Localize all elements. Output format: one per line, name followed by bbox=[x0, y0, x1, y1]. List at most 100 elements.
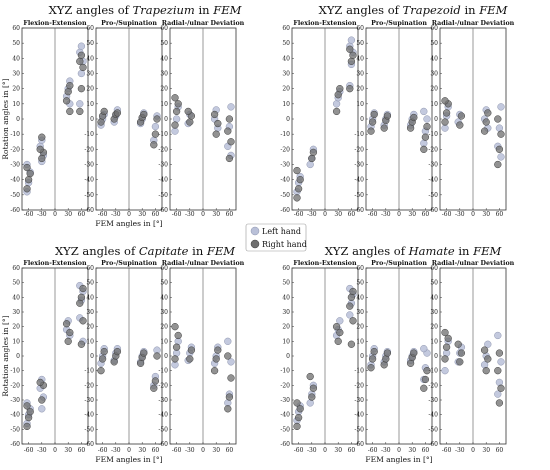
point-right-hand bbox=[23, 185, 31, 193]
y-tick-label: -60 bbox=[84, 207, 94, 214]
point-right-hand bbox=[457, 112, 466, 120]
y-tick-label: 30 bbox=[86, 71, 94, 78]
y-tick-label: 40 bbox=[430, 55, 438, 62]
y-tick-label: -20 bbox=[428, 146, 438, 153]
point-right-hand bbox=[23, 402, 31, 410]
x-tick-label: -30 bbox=[307, 447, 317, 454]
point-right-hand bbox=[347, 57, 356, 66]
x-tick-label: -60 bbox=[442, 447, 452, 454]
x-tick-label: 30 bbox=[212, 211, 220, 218]
y-tick-label: -30 bbox=[428, 162, 438, 169]
panel-title: Pro-/Supination bbox=[371, 20, 427, 27]
point-left-hand bbox=[420, 345, 428, 353]
point-right-hand bbox=[454, 340, 462, 348]
y-tick-label: 0 bbox=[16, 353, 20, 360]
y-tick-label: -10 bbox=[280, 368, 290, 375]
x-tick-label: 60 bbox=[422, 211, 430, 218]
x-tick-label: 0 bbox=[201, 211, 205, 218]
x-axis-label: FEM angles in [°] bbox=[365, 455, 432, 464]
x-tick-label: 60 bbox=[348, 447, 356, 454]
point-right-hand bbox=[186, 118, 194, 126]
point-right-hand bbox=[225, 154, 234, 163]
point-right-hand bbox=[296, 176, 304, 184]
y-tick-label: 50 bbox=[86, 40, 94, 47]
point-left-hand bbox=[306, 160, 314, 169]
y-tick-label: 60 bbox=[160, 265, 168, 272]
y-tick-label: 10 bbox=[356, 101, 364, 108]
point-right-hand bbox=[64, 88, 72, 96]
point-left-hand bbox=[332, 100, 341, 108]
title-model: FEM bbox=[212, 3, 242, 17]
point-right-hand bbox=[140, 349, 148, 357]
x-tick-label: -30 bbox=[185, 211, 195, 218]
y-tick-label: -60 bbox=[280, 207, 290, 214]
point-right-hand bbox=[441, 118, 449, 126]
panel-radial-ulnar-deviation: Radial-/ulnar Deviation -60 -50 -40 -30 -20 -1… bbox=[428, 20, 514, 218]
point-left-hand bbox=[423, 115, 431, 123]
point-right-hand bbox=[224, 127, 232, 135]
point-left-hand bbox=[497, 153, 505, 161]
point-right-hand bbox=[494, 115, 502, 123]
point-right-hand bbox=[480, 346, 489, 354]
point-right-hand bbox=[349, 287, 357, 296]
y-tick-label: 50 bbox=[160, 280, 168, 287]
point-right-hand bbox=[309, 148, 318, 157]
y-tick-label: 50 bbox=[430, 40, 438, 47]
y-tick-label: -60 bbox=[158, 207, 168, 214]
y-tick-label: -10 bbox=[428, 131, 438, 138]
point-left-hand bbox=[77, 69, 86, 78]
point-right-hand bbox=[336, 85, 344, 93]
y-tick-label: 60 bbox=[160, 25, 168, 32]
x-tick-label: -60 bbox=[294, 447, 304, 454]
title-prefix: XYZ angles of bbox=[325, 244, 409, 258]
y-tick-label: -50 bbox=[280, 426, 290, 433]
title-prefix: XYZ angles of bbox=[55, 244, 139, 258]
panel-flexion-extension: Flexion-Extension -60 -50 -40 -30 -20 -10 0 10 20… bbox=[10, 260, 89, 454]
y-tick-label: -10 bbox=[84, 131, 94, 138]
point-left-hand bbox=[77, 42, 86, 50]
point-left-hand bbox=[224, 337, 232, 345]
y-tick-label: 40 bbox=[356, 294, 364, 301]
panel-title: Radial-/ulnar Deviation bbox=[432, 20, 515, 27]
point-left-hand bbox=[420, 107, 428, 116]
y-tick-label: 40 bbox=[160, 294, 168, 301]
y-axis-label: Rotation angles in [°] bbox=[1, 78, 10, 159]
point-right-hand bbox=[66, 107, 74, 116]
y-tick-label: 40 bbox=[12, 55, 20, 62]
y-tick-label: 10 bbox=[160, 101, 168, 108]
y-tick-label: 50 bbox=[282, 40, 290, 47]
title-bone: Capitate bbox=[139, 244, 189, 258]
x-tick-label: 60 bbox=[152, 447, 160, 454]
y-tick-label: 60 bbox=[282, 25, 290, 32]
point-right-hand bbox=[227, 138, 235, 146]
y-tick-label: -10 bbox=[84, 368, 94, 375]
point-right-hand bbox=[456, 358, 464, 366]
title-bone: Trapezium bbox=[133, 3, 195, 17]
y-tick-label: 20 bbox=[356, 86, 364, 93]
y-tick-label: 20 bbox=[160, 324, 168, 331]
point-right-hand bbox=[26, 169, 34, 178]
chart-title: XYZ angles of Hamate in FEM bbox=[325, 244, 503, 258]
legend: Left hand Right hand bbox=[245, 223, 307, 252]
x-tick-label: -60 bbox=[368, 211, 378, 218]
y-tick-label: -10 bbox=[280, 131, 290, 138]
point-right-hand bbox=[140, 110, 148, 119]
y-tick-label: 0 bbox=[360, 116, 364, 123]
y-tick-label: 30 bbox=[430, 309, 438, 316]
x-tick-label: 60 bbox=[496, 211, 504, 218]
point-left-hand bbox=[347, 36, 356, 44]
point-right-hand bbox=[421, 133, 430, 141]
point-right-hand bbox=[293, 399, 301, 407]
x-tick-label: -30 bbox=[37, 211, 47, 218]
point-right-hand bbox=[151, 377, 160, 385]
y-tick-label: -60 bbox=[280, 441, 290, 448]
y-tick-label: 10 bbox=[12, 101, 20, 108]
point-right-hand bbox=[367, 127, 375, 135]
point-left-hand bbox=[495, 124, 504, 132]
y-tick-label: -30 bbox=[354, 397, 364, 404]
y-tick-label: 60 bbox=[12, 265, 20, 272]
point-right-hand bbox=[64, 337, 72, 345]
y-tick-label: 20 bbox=[430, 324, 438, 331]
x-tick-label: -30 bbox=[381, 211, 391, 218]
